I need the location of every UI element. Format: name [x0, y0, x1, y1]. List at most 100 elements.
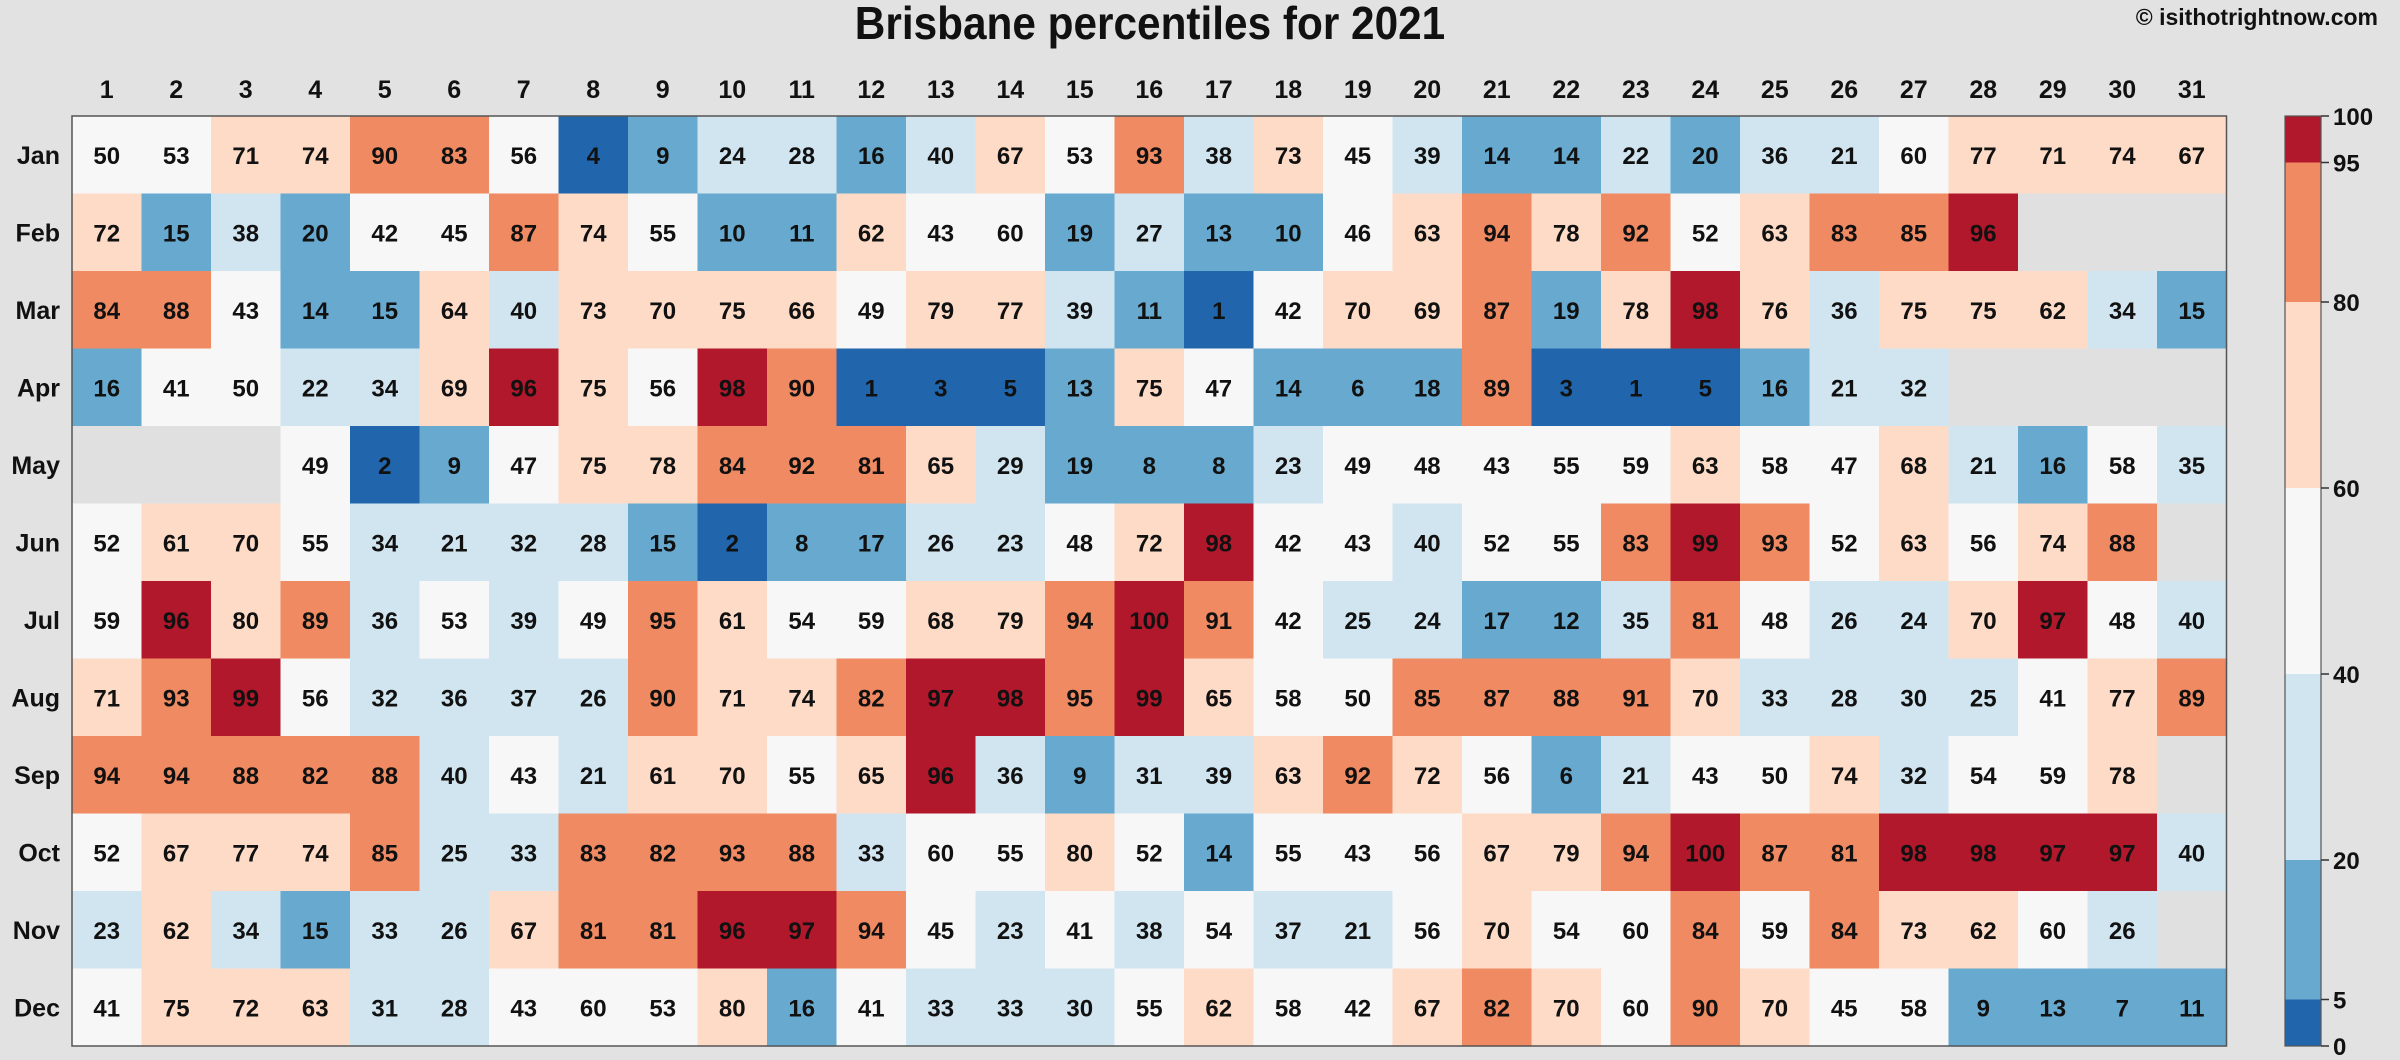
cell-value-label: 40 — [2178, 840, 2205, 867]
cell-value-label: 70 — [649, 298, 676, 325]
heatmap-cell — [72, 813, 143, 892]
heatmap-cell — [1392, 658, 1463, 737]
heatmap-cell — [1462, 581, 1533, 660]
colorbar-segment — [2285, 860, 2321, 1000]
cell-value-label: 24 — [719, 143, 746, 170]
heatmap-cell — [767, 503, 838, 582]
cell-value-label: 40 — [510, 298, 537, 325]
heatmap-cell — [1740, 271, 1811, 350]
cell-value-label: 70 — [1970, 608, 1997, 635]
heatmap-cell — [350, 658, 421, 737]
heatmap-cell — [1045, 813, 1116, 892]
cell-value-label: 92 — [1344, 763, 1371, 790]
colorbar-segment — [2285, 302, 2321, 488]
cell-value-label: 40 — [441, 763, 468, 790]
cell-value-label: 63 — [1414, 220, 1441, 247]
cell-value-label: 43 — [1692, 763, 1719, 790]
heatmap-cell — [1809, 658, 1880, 737]
heatmap-cell — [1948, 348, 2019, 427]
heatmap-cell — [2087, 658, 2158, 737]
cell-value-label: 8 — [1212, 453, 1225, 480]
cell-value-label: 26 — [2109, 918, 2136, 945]
cell-value-label: 97 — [2109, 840, 2136, 867]
cell-value-label: 52 — [93, 530, 120, 557]
cell-value-label: 21 — [1970, 453, 1997, 480]
heatmap-cell — [906, 193, 977, 272]
heatmap-cell — [1045, 503, 1116, 582]
cell-value-label: 56 — [1414, 840, 1441, 867]
cell-value-label: 97 — [2039, 608, 2066, 635]
cell-value-label: 25 — [441, 840, 468, 867]
cell-value-label: 99 — [1692, 530, 1719, 557]
cell-value-label: 59 — [1622, 453, 1649, 480]
cell-value-label: 33 — [1761, 685, 1788, 712]
cell-value-label: 1 — [1629, 375, 1642, 402]
heatmap-cell — [72, 193, 143, 272]
heatmap-cell — [2157, 116, 2228, 195]
x-tick-label: 9 — [656, 76, 670, 104]
heatmap-cell — [1809, 891, 1880, 970]
y-tick-label: Jul — [24, 607, 60, 635]
cell-value-label: 62 — [858, 220, 885, 247]
heatmap-cell — [628, 581, 699, 660]
heatmap-cell — [1253, 426, 1324, 505]
heatmap-cell — [1531, 736, 1602, 815]
cell-value-label: 75 — [1970, 298, 1997, 325]
cell-value-label: 11 — [789, 220, 814, 247]
cell-value-label: 55 — [997, 840, 1024, 867]
heatmap-cell — [280, 426, 351, 505]
cell-value-label: 36 — [1761, 143, 1788, 170]
heatmap-cell — [836, 813, 907, 892]
cell-value-label: 13 — [1066, 375, 1093, 402]
heatmap-cell — [211, 581, 282, 660]
heatmap-cell — [1670, 581, 1741, 660]
heatmap-cell — [836, 736, 907, 815]
cell-value-label: 22 — [1622, 143, 1649, 170]
cell-value-label: 10 — [1275, 220, 1302, 247]
cell-value-label: 47 — [1205, 375, 1232, 402]
cell-value-label: 60 — [1900, 143, 1927, 170]
heatmap-cell — [419, 426, 490, 505]
cell-value-label: 88 — [1553, 685, 1580, 712]
heatmap-cell — [2087, 426, 2158, 505]
heatmap-cell — [1601, 581, 1672, 660]
cell-value-label: 99 — [1136, 685, 1163, 712]
heatmap-cell — [767, 658, 838, 737]
cell-value-label: 11 — [1137, 298, 1162, 325]
heatmap-cell — [2087, 348, 2158, 427]
cell-value-label: 5 — [1699, 375, 1712, 402]
cell-value-label: 45 — [1831, 995, 1858, 1022]
y-tick-label: Dec — [14, 994, 60, 1022]
cell-value-label: 83 — [1831, 220, 1858, 247]
cell-value-label: 70 — [1692, 685, 1719, 712]
cell-value-label: 28 — [580, 530, 607, 557]
x-tick-label: 23 — [1622, 76, 1650, 104]
heatmap-cell — [1392, 193, 1463, 272]
cell-value-label: 84 — [1692, 918, 1719, 945]
cell-value-label: 73 — [1275, 143, 1302, 170]
heatmap-cell — [72, 891, 143, 970]
heatmap-cell — [2157, 193, 2228, 272]
heatmap-cell — [906, 426, 977, 505]
cell-value-label: 90 — [1692, 995, 1719, 1022]
heatmap-cell — [1253, 503, 1324, 582]
cell-value-label: 70 — [1483, 918, 1510, 945]
heatmap-cell — [1948, 891, 2019, 970]
heatmap-cell — [1601, 426, 1672, 505]
cell-value-label: 24 — [1414, 608, 1441, 635]
x-tick-label: 13 — [927, 76, 955, 104]
heatmap-cell — [419, 968, 490, 1047]
cell-value-label: 89 — [2178, 685, 2205, 712]
heatmap-cell — [1531, 968, 1602, 1047]
cell-value-label: 58 — [1275, 685, 1302, 712]
heatmap-cell — [2018, 348, 2089, 427]
cell-value-label: 83 — [441, 143, 468, 170]
cell-value-label: 71 — [719, 685, 746, 712]
cell-value-label: 81 — [649, 918, 676, 945]
cell-value-label: 68 — [927, 608, 954, 635]
x-tick-label: 11 — [789, 76, 816, 104]
heatmap-cell — [1879, 271, 1950, 350]
cell-value-label: 49 — [858, 298, 885, 325]
cell-value-label: 48 — [1414, 453, 1441, 480]
heatmap-cell — [1114, 736, 1185, 815]
